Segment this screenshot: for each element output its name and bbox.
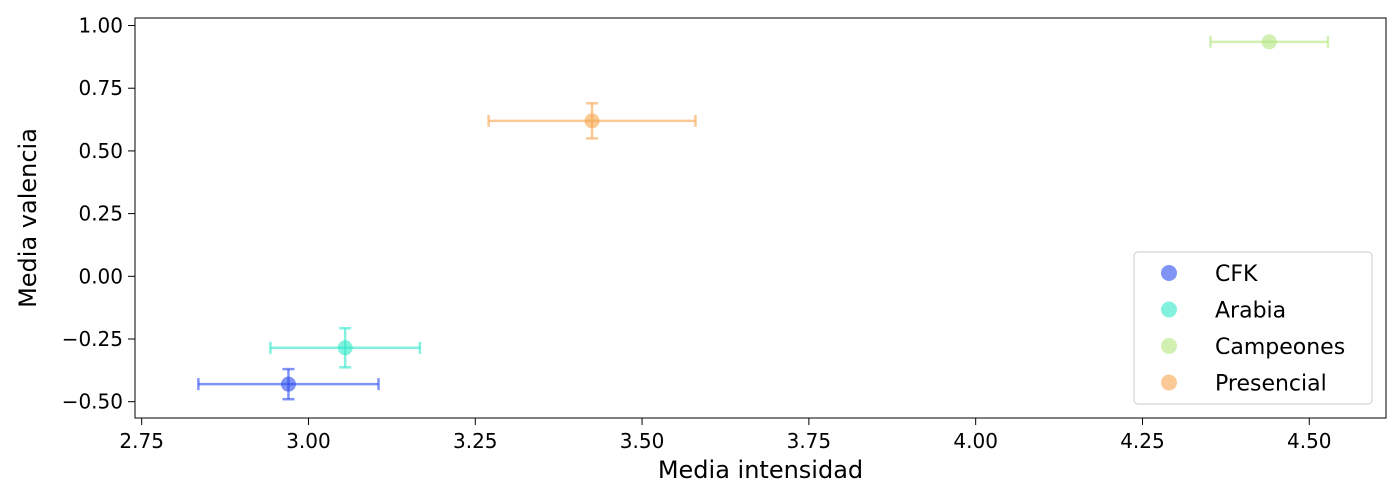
legend-item: Campeones bbox=[1161, 335, 1345, 360]
y-axis-ticks: −0.50 −0.25 0.00 0.25 0.50 0.75 1.00 bbox=[62, 14, 135, 414]
legend-marker bbox=[1161, 301, 1177, 318]
legend-item: Presencial bbox=[1161, 372, 1327, 397]
legend-item: CFK bbox=[1161, 262, 1258, 287]
y-tick-label: 0.25 bbox=[78, 202, 123, 226]
y-axis-label: Media valencia bbox=[14, 128, 42, 308]
legend-marker bbox=[1161, 338, 1177, 354]
series-presencial bbox=[487, 102, 697, 140]
y-tick-label: 0.50 bbox=[78, 139, 123, 163]
x-tick-label: 3.00 bbox=[286, 429, 331, 453]
legend-marker bbox=[1161, 374, 1177, 391]
y-tick-label: 0.75 bbox=[78, 76, 123, 100]
y-tick-label: −0.25 bbox=[62, 327, 123, 351]
data-point bbox=[1261, 34, 1277, 50]
data-point bbox=[280, 376, 296, 392]
legend-label: Campeones bbox=[1215, 335, 1345, 360]
legend-label: Presencial bbox=[1215, 372, 1327, 397]
legend-item: Arabia bbox=[1161, 299, 1286, 324]
x-tick-label: 3.25 bbox=[453, 429, 498, 453]
series-arabia bbox=[269, 326, 422, 369]
y-tick-label: −0.50 bbox=[62, 390, 123, 414]
x-tick-label: 2.75 bbox=[119, 429, 164, 453]
x-axis-label: Media intensidad bbox=[658, 456, 863, 484]
legend: CFK Arabia Campeones Presencial bbox=[1133, 251, 1373, 405]
legend-marker bbox=[1161, 265, 1177, 281]
x-tick-label: 3.75 bbox=[787, 429, 832, 453]
x-axis-ticks: 2.75 3.00 3.25 3.50 3.75 4.00 4.25 4.50 bbox=[119, 418, 1332, 453]
data-point bbox=[584, 113, 600, 129]
plot-frame bbox=[134, 17, 1387, 419]
legend-box bbox=[1133, 251, 1373, 405]
x-tick-label: 4.00 bbox=[953, 429, 998, 453]
y-tick-label: 0.00 bbox=[78, 264, 123, 288]
data-point bbox=[337, 340, 353, 356]
y-tick-label: 1.00 bbox=[78, 14, 123, 38]
legend-label: CFK bbox=[1215, 262, 1258, 287]
chart-marks bbox=[197, 34, 1330, 401]
x-tick-label: 4.50 bbox=[1287, 429, 1332, 453]
series-campeones bbox=[1209, 34, 1330, 50]
series-cfk bbox=[197, 367, 380, 401]
x-tick-label: 4.25 bbox=[1120, 429, 1165, 453]
x-tick-label: 3.50 bbox=[620, 429, 665, 453]
legend-label: Arabia bbox=[1215, 299, 1286, 324]
